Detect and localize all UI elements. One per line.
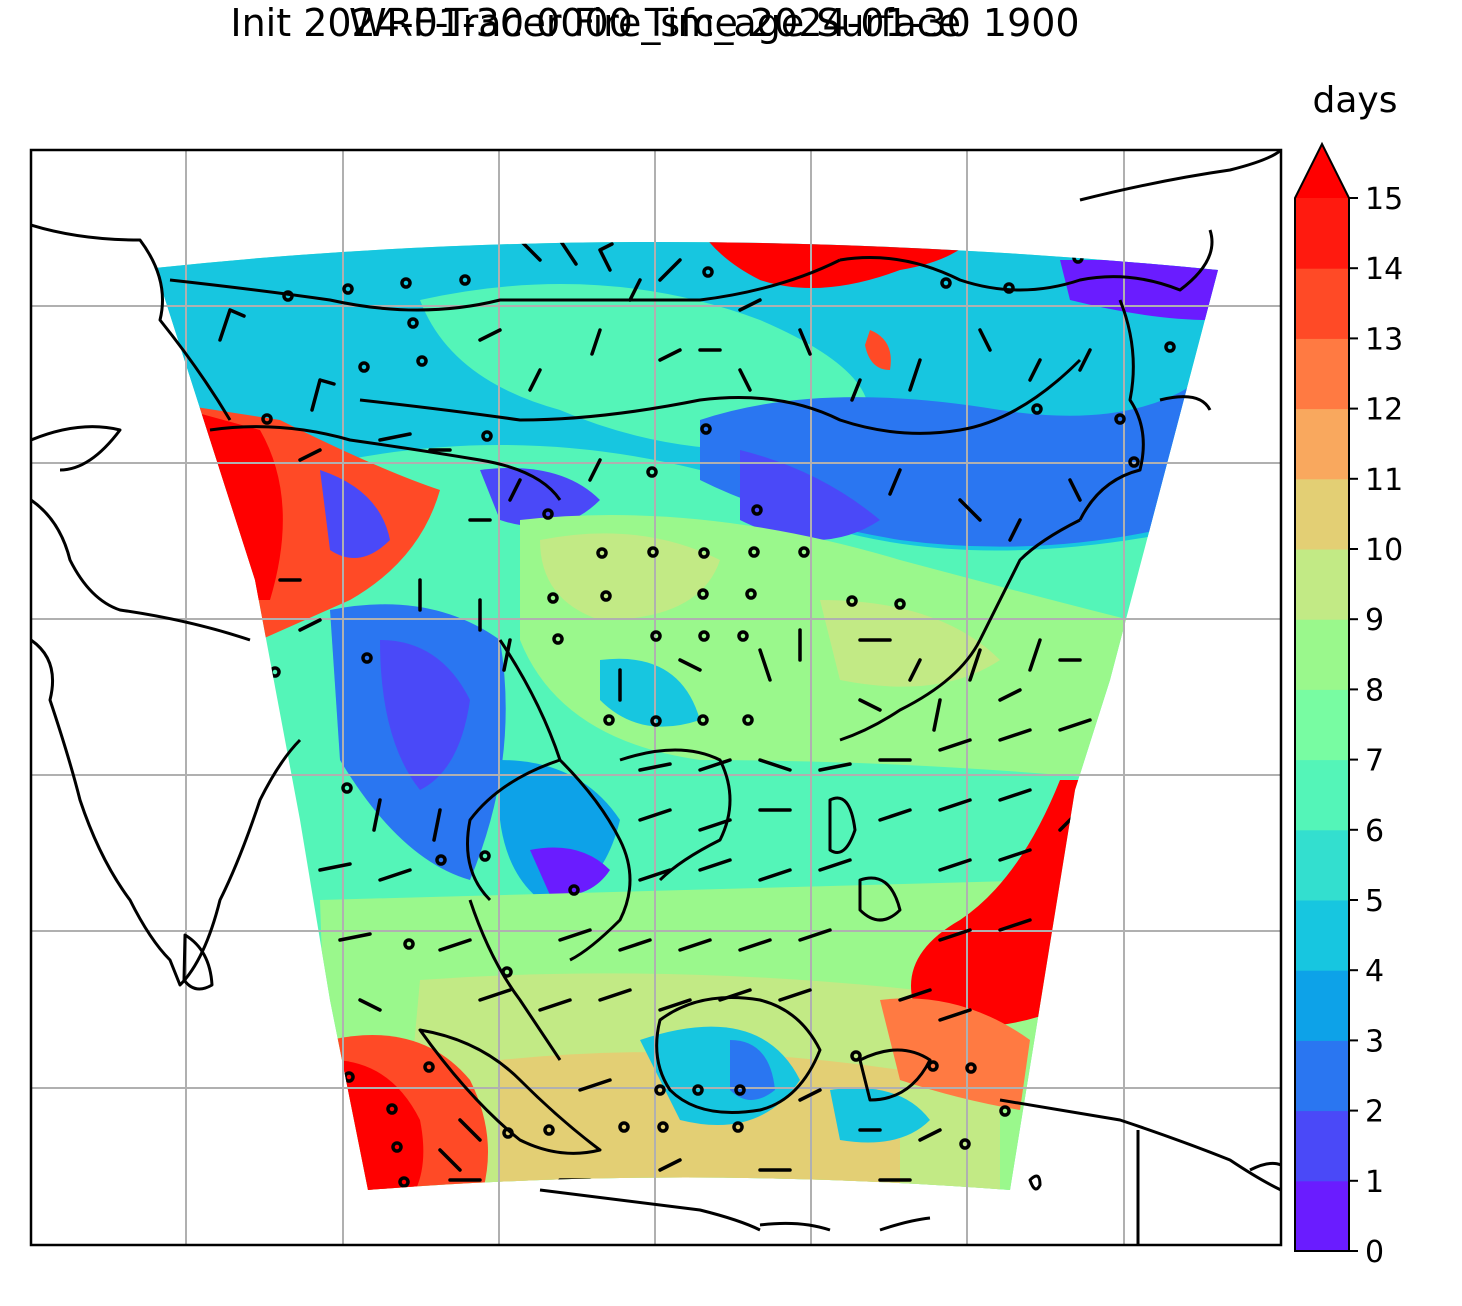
colorbar-extend-triangle bbox=[1295, 144, 1349, 198]
colorbar-segment bbox=[1295, 1110, 1349, 1182]
colorbar-tick-label: 0 bbox=[1365, 1235, 1384, 1270]
coastlines-and-borders bbox=[31, 150, 1281, 1245]
chart-title-line1: WRF-Tracer Fire_sfc_age Surface bbox=[348, 1, 962, 45]
colorbar-tick-label: 8 bbox=[1365, 673, 1384, 708]
colorbar-tick-label: 11 bbox=[1365, 463, 1403, 498]
colorbar-segment bbox=[1295, 408, 1349, 480]
lat-lon-gridlines bbox=[31, 150, 1281, 1245]
colorbar-tick-label: 1 bbox=[1365, 1165, 1384, 1200]
colorbar-segment bbox=[1295, 970, 1349, 1041]
colorbar-tick-label: 15 bbox=[1365, 182, 1403, 217]
colorbar-segment bbox=[1295, 619, 1349, 690]
colorbar-segment bbox=[1295, 1040, 1349, 1112]
colorbar-tick-label: 6 bbox=[1365, 814, 1384, 849]
colorbar-tick-label: 9 bbox=[1365, 603, 1384, 638]
colorbar-segment bbox=[1295, 829, 1349, 901]
colorbar-segment bbox=[1295, 549, 1349, 620]
colorbar-tick-label: 12 bbox=[1365, 393, 1403, 428]
colorbar-label: days bbox=[1312, 80, 1398, 121]
colorbar-segment bbox=[1295, 478, 1349, 550]
colorbar-tick-label: 10 bbox=[1365, 533, 1403, 568]
colorbar-tick-label: 14 bbox=[1365, 252, 1403, 287]
colorbar-segment bbox=[1295, 759, 1349, 831]
colorbar-outline bbox=[1294, 141, 1350, 1252]
colorbar-tick-label: 3 bbox=[1365, 1024, 1384, 1059]
colorbar-tick-label: 4 bbox=[1365, 954, 1384, 989]
colorbar-tick-label: 5 bbox=[1365, 884, 1384, 919]
colorbar-tick-label: 7 bbox=[1365, 744, 1384, 779]
colorbar-tick-label: 2 bbox=[1365, 1095, 1384, 1130]
colorbar-segment bbox=[1295, 689, 1349, 761]
colorbar-segment bbox=[1295, 268, 1349, 339]
colorbar-segment bbox=[1295, 198, 1349, 269]
colorbar-segment bbox=[1295, 1180, 1349, 1252]
colorbar-tick-label: 13 bbox=[1365, 322, 1403, 357]
map-frame bbox=[29, 148, 1283, 1247]
colorbar-segment bbox=[1295, 338, 1349, 410]
chart-title-line2: Init 2024-01-30 0000 Time 2024-01-30 190… bbox=[230, 1, 1080, 45]
colorbar-segment bbox=[1295, 900, 1349, 971]
